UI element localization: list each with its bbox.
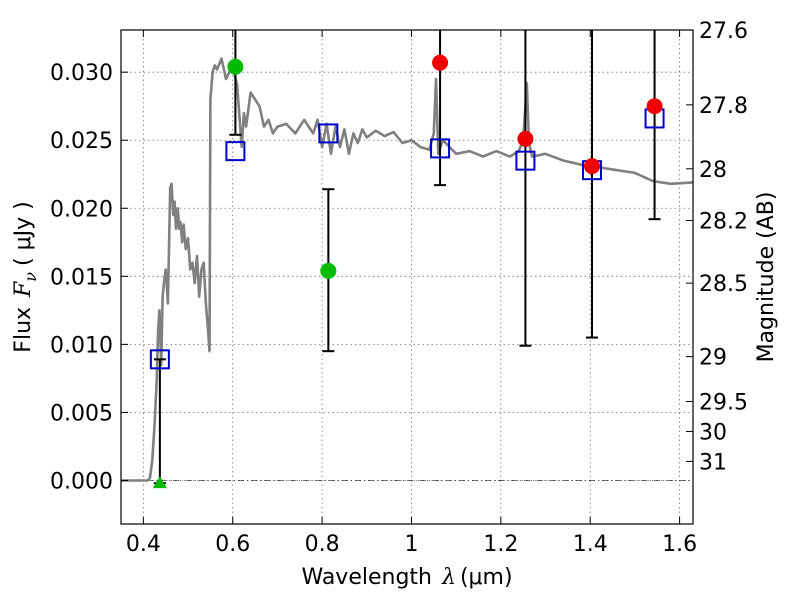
observed-flux-point xyxy=(227,58,244,75)
model-photometry-square xyxy=(430,138,451,159)
x-tick-label: 1.2 xyxy=(483,532,518,557)
x-tick-label: 1.6 xyxy=(662,532,697,557)
x-axis-label: Wavelength xyxy=(301,565,432,590)
y-tick-label: 0.030 xyxy=(50,61,113,86)
x-axis-symbol: λ xyxy=(441,565,456,590)
right-tick-label: 30 xyxy=(699,420,727,445)
observed-flux-point xyxy=(320,262,337,279)
y-axis-subscript: ν xyxy=(21,272,40,282)
y-tick-label: 0.020 xyxy=(50,197,113,222)
observed-flux-point xyxy=(646,98,663,115)
y-axis-unit: ( μJy ) xyxy=(11,201,36,266)
x-tick-label: 0.8 xyxy=(305,532,340,557)
axis-ticks xyxy=(121,29,693,524)
y-axis-label: Flux xyxy=(11,307,36,353)
model-photometry-square xyxy=(515,150,536,171)
x-tick-label: 1.4 xyxy=(573,532,608,557)
y-axis-title: Flux Fν ( μJy ) xyxy=(11,201,40,352)
right-tick-label: 31 xyxy=(699,450,727,475)
y-tick-label: 0.005 xyxy=(50,401,113,426)
x-tick-label: 0.6 xyxy=(215,532,250,557)
x-tick-label: 1 xyxy=(404,532,418,557)
observed-flux-point xyxy=(432,54,449,71)
tick-labels: 0.4 0.6 0.8 1 1.2 1.4 1.6 0.000 0.005 0.010 0.015 0… xyxy=(50,19,748,557)
right-tick-label: 29.5 xyxy=(699,391,748,416)
right-axis-title: Magnitude (AB) xyxy=(754,192,779,363)
right-tick-label: 28 xyxy=(699,158,727,183)
right-tick-label: 27.8 xyxy=(699,94,748,119)
x-axis-title: Wavelength λ (μm) xyxy=(301,565,512,590)
model-photometry-square xyxy=(149,349,170,370)
plot-frame xyxy=(120,29,694,525)
y-tick-label: 0.010 xyxy=(50,333,113,358)
observed-flux-point xyxy=(517,130,534,147)
data-markers xyxy=(149,54,665,489)
observed-flux-point xyxy=(584,158,601,175)
right-tick-label: 28.2 xyxy=(699,210,748,235)
x-tick-label: 0.4 xyxy=(126,532,161,557)
right-tick-label: 28.5 xyxy=(699,272,748,297)
right-tick-label: 29 xyxy=(699,346,727,371)
x-axis-unit: (μm) xyxy=(460,565,513,590)
y-tick-label: 0.015 xyxy=(50,265,113,290)
grid-lines xyxy=(121,30,693,524)
model-photometry-square xyxy=(225,141,246,162)
y-tick-label: 0.025 xyxy=(50,129,113,154)
y-tick-label: 0.000 xyxy=(50,469,113,494)
right-tick-label: 27.6 xyxy=(699,19,748,44)
y-axis-symbol: F xyxy=(11,281,36,298)
model-photometry-square xyxy=(318,123,339,144)
upper-limit-triangle xyxy=(152,476,167,489)
model-spectrum-line xyxy=(121,57,693,482)
